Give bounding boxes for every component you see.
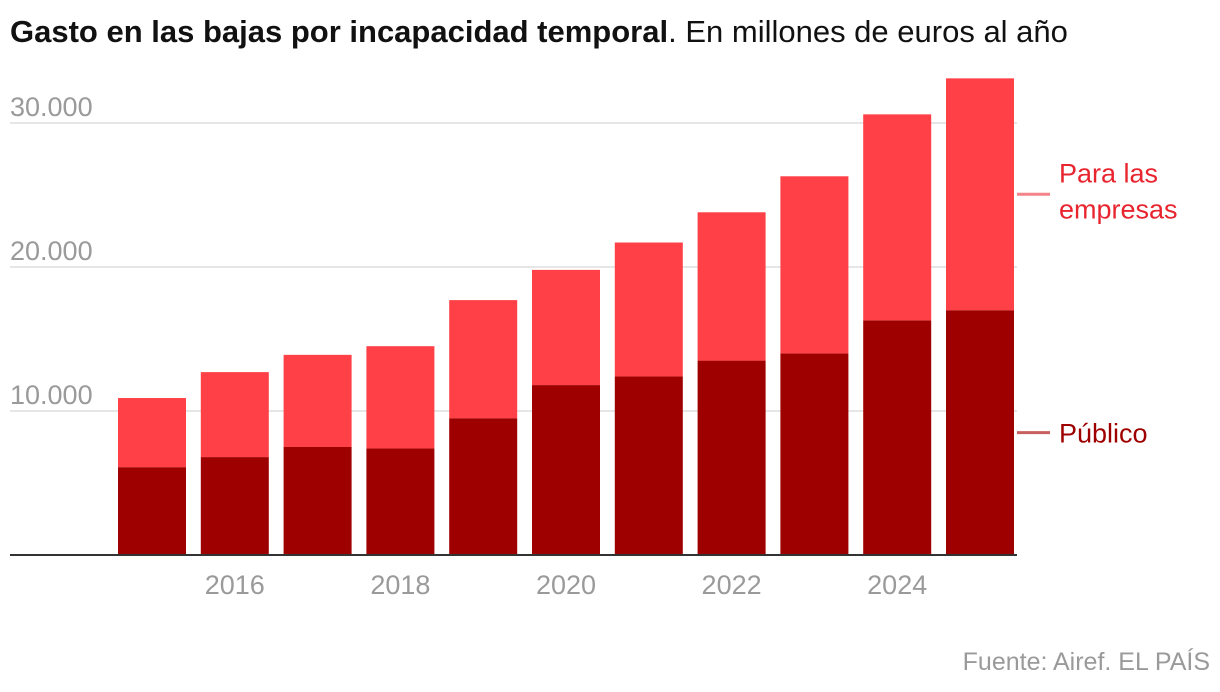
- chart-title: Gasto en las bajas por incapacidad tempo…: [10, 14, 1068, 50]
- bar-empresas-2021: [614, 242, 683, 377]
- bar-empresas-2019: [449, 300, 518, 419]
- y-tick-label: 30.000: [10, 92, 93, 122]
- x-tick-label: 2024: [867, 570, 927, 600]
- y-tick-label: 10.000: [10, 380, 93, 410]
- bar-publico-2018: [366, 448, 435, 555]
- y-tick-label: 20.000: [10, 236, 93, 266]
- bar-publico-2015: [118, 467, 186, 555]
- title-main: Gasto en las bajas por incapacidad tempo…: [10, 14, 669, 49]
- x-tick-label: 2016: [205, 570, 265, 600]
- bar-publico-2025: [946, 310, 1014, 555]
- bar-publico-2017: [283, 447, 352, 555]
- bar-empresas-2022: [697, 212, 766, 361]
- bar-empresas-2024: [863, 114, 932, 321]
- bar-publico-2016: [200, 457, 269, 555]
- series-label-publico: Público: [1059, 419, 1148, 449]
- series-label-empresas: Para las: [1059, 158, 1158, 188]
- bar-publico-2021: [614, 376, 683, 555]
- bar-empresas-2018: [366, 346, 435, 449]
- bar-empresas-2025: [946, 78, 1014, 311]
- title-subtitle: . En millones de euros al año: [668, 14, 1068, 49]
- x-tick-label: 2020: [536, 570, 596, 600]
- bar-empresas-2017: [283, 354, 352, 447]
- bar-empresas-2023: [780, 176, 849, 354]
- bar-publico-2022: [697, 360, 766, 555]
- bar-empresas-2016: [200, 372, 269, 458]
- source-note: Fuente: Airef. EL PAÍS: [962, 648, 1210, 676]
- bar-empresas-2020: [532, 269, 600, 386]
- bar-publico-2023: [780, 353, 849, 555]
- bar-publico-2019: [449, 418, 518, 555]
- x-tick-label: 2018: [370, 570, 430, 600]
- bar-publico-2020: [532, 385, 600, 555]
- series-label-empresas: empresas: [1059, 194, 1178, 224]
- bar-empresas-2015: [118, 398, 186, 468]
- x-tick-label: 2022: [702, 570, 762, 600]
- bar-publico-2024: [863, 320, 932, 555]
